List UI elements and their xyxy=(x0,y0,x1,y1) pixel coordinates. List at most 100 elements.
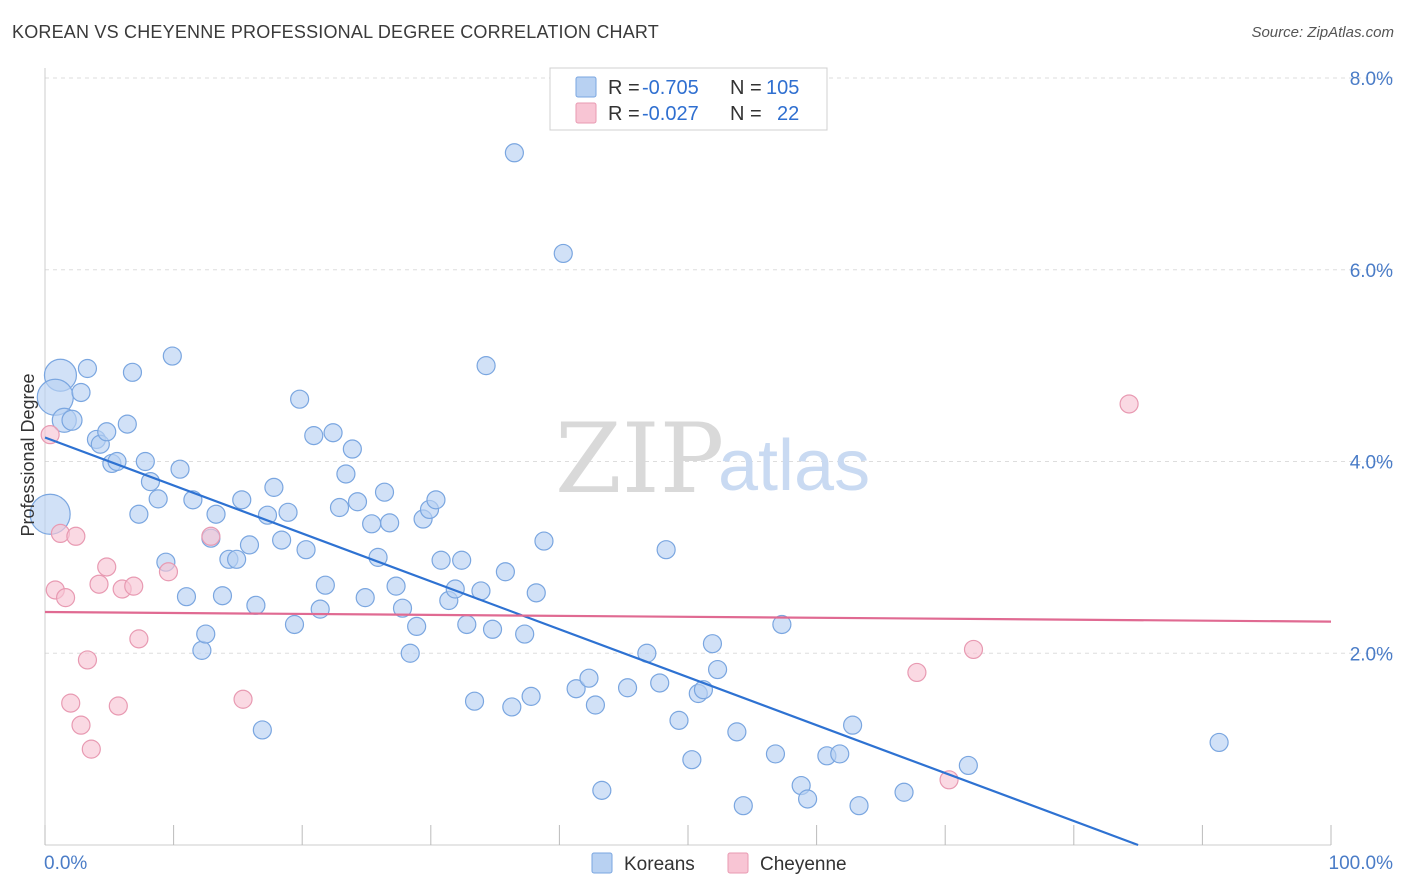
korean-point-75 xyxy=(526,583,546,603)
korean-point-44 xyxy=(323,423,343,443)
korean-point-92 xyxy=(727,722,747,742)
korean-point-78 xyxy=(566,679,586,699)
korean-point-77 xyxy=(553,243,573,264)
korean-point-9 xyxy=(97,422,117,442)
korean-point-79 xyxy=(579,668,599,688)
legend-cheyenne-r-value: -0.027 xyxy=(642,103,699,125)
cheyenne-point-16 xyxy=(201,526,221,546)
korean-point-93 xyxy=(733,796,753,816)
grid-layer xyxy=(45,77,1393,654)
korean-point-90 xyxy=(702,634,723,654)
korean-point-54 xyxy=(386,576,406,596)
legend-bottom-cheyenne-label: Cheyenne xyxy=(760,854,847,875)
legend-koreans-n-label: N = xyxy=(730,77,762,99)
korean-point-5 xyxy=(77,358,98,379)
korean-point-86 xyxy=(669,710,689,730)
korean-point-94 xyxy=(765,744,786,764)
korean-point-40 xyxy=(296,540,316,560)
korean-point-101 xyxy=(849,796,869,816)
korean-point-24 xyxy=(196,624,216,644)
cheyenne-point-8 xyxy=(81,739,101,759)
korean-point-64 xyxy=(452,550,472,570)
cheyenne-point-9 xyxy=(89,574,109,594)
cheyenne-point-5 xyxy=(66,526,86,546)
korean-point-99 xyxy=(830,744,850,764)
korean-point-17 xyxy=(148,489,168,509)
korean-point-21 xyxy=(176,587,197,607)
cheyenne-point-20 xyxy=(1119,394,1139,414)
korean-point-63 xyxy=(445,579,465,599)
korean-point-57 xyxy=(407,616,427,637)
korean-point-87 xyxy=(682,750,702,770)
korean-point-38 xyxy=(284,614,305,635)
korean-point-16 xyxy=(140,472,161,492)
korean-point-15 xyxy=(135,451,155,472)
korean-point-31 xyxy=(239,535,260,555)
korean-point-30 xyxy=(232,490,252,510)
korean-trend-line xyxy=(44,436,1139,847)
cheyenne-point-0 xyxy=(40,425,60,445)
korean-point-47 xyxy=(342,439,362,459)
axis-layer: 2.0% 4.0% 6.0% 8.0% 0.0% 100.0% xyxy=(44,68,1393,874)
y-tick-label-1: 4.0% xyxy=(1350,453,1393,474)
legend-koreans-swatch xyxy=(575,76,597,98)
trend-layer xyxy=(44,436,1332,847)
legend-koreans-n-value: 105 xyxy=(766,77,799,99)
cheyenne-point-15 xyxy=(158,562,179,582)
korean-point-13 xyxy=(122,362,143,382)
cheyenne-point-14 xyxy=(129,629,149,649)
cheyenne-point-3 xyxy=(55,588,76,608)
korean-point-66 xyxy=(464,691,485,711)
cheyenne-point-10 xyxy=(97,557,117,577)
korean-point-103 xyxy=(958,755,978,776)
watermark-zip: ZIP xyxy=(555,403,724,515)
korean-point-97 xyxy=(797,789,818,809)
korean-point-33 xyxy=(252,720,272,740)
korean-point-19 xyxy=(162,346,182,366)
chart-title: KOREAN VS CHEYENNE PROFESSIONAL DEGREE C… xyxy=(12,22,659,42)
korean-point-60 xyxy=(426,490,446,510)
korean-point-29 xyxy=(227,549,247,569)
korean-point-4 xyxy=(61,409,83,431)
korean-point-102 xyxy=(894,782,914,802)
korean-point-100 xyxy=(843,715,863,735)
korean-point-74 xyxy=(521,686,541,706)
korean-point-52 xyxy=(374,482,395,502)
korean-point-12 xyxy=(117,414,137,434)
cheyenne-point-11 xyxy=(108,696,128,716)
watermark-atlas: atlas xyxy=(718,426,870,506)
korean-point-50 xyxy=(362,514,382,534)
legend-cheyenne-r-label: R = xyxy=(608,103,640,125)
korean-point-43 xyxy=(315,575,335,595)
source-label: Source: ZipAtlas.com xyxy=(1251,24,1394,41)
korean-point-14 xyxy=(129,504,149,524)
legend-koreans-r-label: R = xyxy=(608,77,640,99)
watermark: ZIP atlas xyxy=(555,403,870,515)
korean-point-76 xyxy=(534,531,554,551)
korean-point-6 xyxy=(71,382,91,403)
legend-bottom-koreans-swatch xyxy=(591,852,613,874)
legend-top: R = -0.705 N = 105 R = -0.027 N = 22 xyxy=(549,67,828,131)
y-tick-label-3: 8.0% xyxy=(1350,69,1393,90)
korean-point-91 xyxy=(707,659,728,680)
korean-point-27 xyxy=(212,586,233,606)
korean-point-42 xyxy=(310,599,330,619)
x-tick-label-0: 0.0% xyxy=(44,853,87,874)
korean-point-36 xyxy=(272,530,292,550)
korean-point-41 xyxy=(304,426,324,446)
korean-point-35 xyxy=(264,477,284,497)
korean-point-53 xyxy=(380,513,400,533)
points-layer xyxy=(29,143,1229,816)
korean-point-81 xyxy=(592,780,612,800)
legend-cheyenne-n-value: 22 xyxy=(777,103,799,125)
korean-point-55 xyxy=(392,598,413,618)
cheyenne-trend-line xyxy=(44,610,1332,623)
cheyenne-point-7 xyxy=(77,650,98,670)
korean-point-69 xyxy=(482,619,503,639)
korean-point-37 xyxy=(278,502,298,522)
legend-bottom-cheyenne-swatch xyxy=(727,852,749,874)
korean-point-95 xyxy=(772,614,792,635)
cheyenne-point-17 xyxy=(233,689,253,709)
legend-cheyenne-n-label: N = xyxy=(730,103,762,125)
